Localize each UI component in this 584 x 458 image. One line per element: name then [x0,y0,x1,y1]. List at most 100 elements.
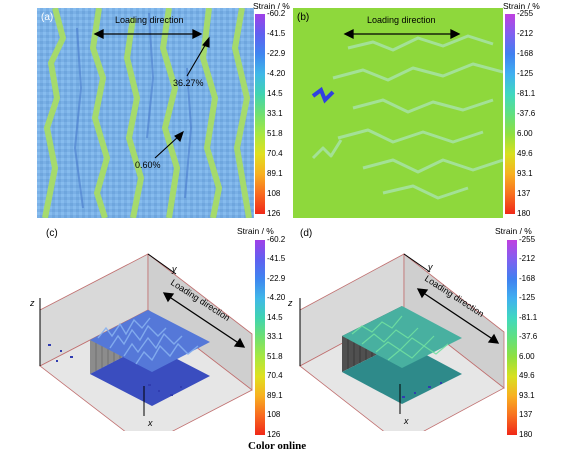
shear-band-a-3 [124,17,144,219]
y-axis-c [147,253,177,275]
surface-top-d [342,306,462,368]
axis-label-x-d: x [403,416,409,426]
colorbar-b-tick-5: -37.6 [517,109,536,118]
colorbar-d-tick-7: 49.6 [519,371,535,380]
surface-plot-c: x y z Loading direction [29,253,253,447]
colorbar-a-tick-3: -4.20 [267,69,286,78]
colorbar-a-gradient [255,14,265,214]
shear-band-a-1 [42,7,66,219]
panel-label-c: (c) [46,228,58,239]
colorbar-a-tick-2: -22.9 [267,49,286,58]
colorbar-a-tick-0: -60.2 [267,9,286,18]
colorbar-d-gradient [507,240,517,435]
colorbar-d-tick-6: 6.00 [519,352,535,361]
colorbar-c-tick-4: 14.5 [267,313,283,322]
colorbar-c-tick-0: -60.2 [267,235,286,244]
loading-direction-label-a: Loading direction [115,15,184,25]
colorbar-a-tick-10: 126 [267,209,281,218]
colorbar-c-title: Strain / % [237,226,274,236]
axis-label-y-c: y [171,264,177,274]
surface-side-right-d [342,342,462,404]
colorbar-c-tick-7: 70.4 [267,371,283,380]
panel-label-d: (d) [300,228,313,239]
colorbar-d-tick-1: -212 [519,254,536,263]
colorbar-c-tick-10: 126 [267,430,281,439]
annotation-high-label: 36.27% [173,78,204,88]
loading-direction-label-b: Loading direction [367,15,436,25]
colorbar-d-tick-8: 93.1 [519,391,535,400]
colorbar-d-tick-2: -168 [519,274,536,283]
shear-band-a-4 [160,7,180,219]
colorbar-d: Strain / % -255 -212 -168 -125 -81.1 -37… [495,226,567,446]
colorbar-b-tick-4: -81.1 [517,89,536,98]
colorbar-a-tick-5: 33.1 [267,109,283,118]
colorbar-a-ticks: -60.2 -41.5 -22.9 -4.20 14.5 33.1 51.8 7… [267,9,297,218]
shear-band-a-2 [90,7,110,219]
colorbar-a-tick-8: 89.1 [267,169,283,178]
colorbar-b-ticks: -255 -212 -168 -125 -81.1 -37.6 6.00 49.… [517,9,557,218]
strain-map-b [293,8,504,218]
panel-label-b: (b) [297,12,310,23]
colorbar-c-ticks: -60.2 -41.5 -22.9 -4.20 14.5 33.1 51.8 7… [267,235,297,439]
loading-direction-arrow-a [93,28,203,40]
colorbar-c-gradient [255,240,265,435]
axis-label-x-c: x [147,418,153,428]
colorbar-c-tick-2: -22.9 [267,274,286,283]
colorbar-c-tick-9: 108 [267,410,281,419]
colorbar-b-tick-7: 49.6 [517,149,533,158]
axis-label-z-d: z [287,298,293,308]
surface-side-right-c [90,344,210,406]
panel-d: x y z Loading direction (d) [282,226,508,445]
colorbar-d-tick-9: 137 [519,410,533,419]
figure-caption: Color online [248,440,307,452]
annotation-arrow-high [186,41,208,77]
axis-label-z-c: z [30,298,35,308]
loading-direction-arrow-b [343,28,461,40]
axis-label-y-d: y [427,262,433,272]
strain-map-a [37,7,254,219]
annotation-low-label: 0.60% [135,160,161,170]
colorbar-b-title: Strain / % [503,1,540,11]
panel-c: x y z Loading direction (c) [29,226,256,447]
panel-b: (b) Loading direction [293,8,504,218]
colorbar-c-tick-6: 51.8 [267,352,283,361]
colorbar-b-tick-0: -255 [517,9,534,18]
colorbar-a-tick-1: -41.5 [267,29,286,38]
colorbar-a-tick-7: 70.4 [267,149,283,158]
colorbar-d-tick-0: -255 [519,235,536,244]
colorbar-b-tick-3: -125 [517,69,534,78]
colorbar-d-tick-10: 180 [519,430,533,439]
colorbar-a: Strain / % -60.2 -41.5 -22.9 -4.20 14.5 … [253,0,297,226]
colorbar-d-ticks: -255 -212 -168 -125 -81.1 -37.6 6.00 49.… [519,235,559,439]
colorbar-b-gradient [505,14,515,214]
colorbar-b-tick-1: -212 [517,29,534,38]
shear-band-a-5 [200,7,222,219]
colorbar-a-tick-6: 51.8 [267,129,283,138]
colorbar-b-tick-8: 93.1 [517,169,533,178]
colorbar-a-tick-9: 108 [267,189,281,198]
colorbar-b: Strain / % -255 -212 -168 -125 -81.1 -37… [503,0,565,226]
colorbar-c: Strain / % -60.2 -41.5 -22.9 -4.20 14.5 … [237,226,297,446]
colorbar-c-tick-1: -41.5 [267,254,286,263]
loading-direction-arrow-d [416,288,500,344]
colorbar-d-tick-5: -37.6 [519,332,538,341]
colorbar-b-tick-10: 180 [517,209,531,218]
colorbar-a-title: Strain / % [253,1,290,11]
colorbar-c-tick-3: -4.20 [267,293,286,302]
panel-a: (a) Loading direction 36.27% 0.60% [37,7,254,219]
shear-band-a-6 [232,7,252,219]
surface-plot-d: x y z Loading direction [287,253,505,445]
y-axis-d [403,253,431,273]
colorbar-d-title: Strain / % [495,226,532,236]
colorbar-b-tick-6: 6.00 [517,129,533,138]
colorbar-d-tick-3: -125 [519,293,536,302]
loading-direction-arrow-c [162,292,246,348]
colorbar-b-tick-9: 137 [517,189,531,198]
colorbar-a-tick-4: 14.5 [267,89,283,98]
colorbar-b-tick-2: -168 [517,49,534,58]
colorbar-c-tick-5: 33.1 [267,332,283,341]
localized-band-b [311,86,335,104]
colorbar-d-tick-4: -81.1 [519,313,538,322]
map-b-background [293,8,503,218]
